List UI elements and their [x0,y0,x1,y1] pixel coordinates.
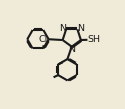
Text: SH: SH [88,35,101,44]
Text: N: N [60,24,67,33]
Text: Cl: Cl [39,35,48,44]
Text: N: N [77,24,84,33]
Text: N: N [68,45,75,54]
